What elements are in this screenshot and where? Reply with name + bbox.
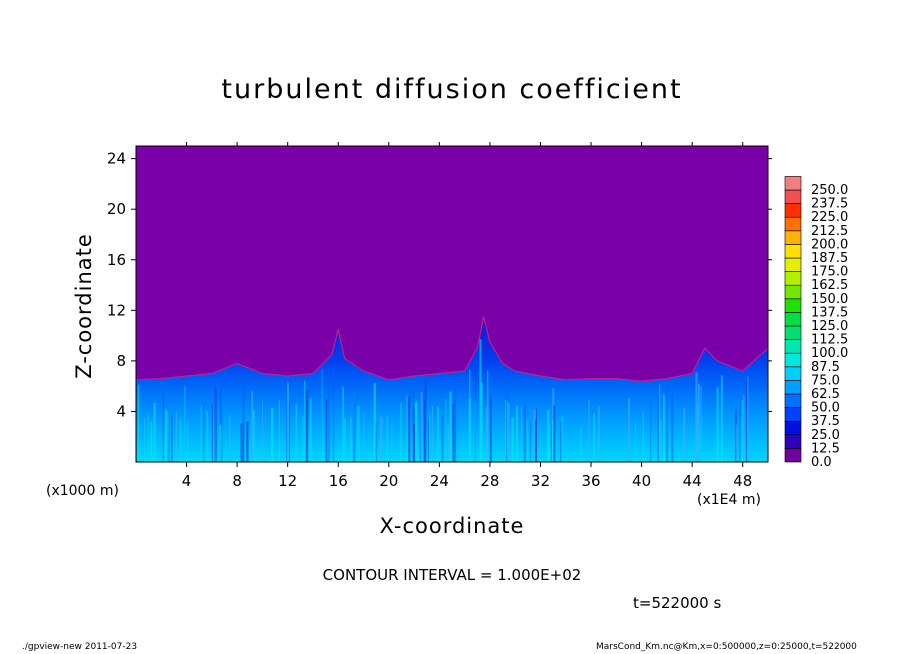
x-tick-label: 48 — [733, 472, 752, 490]
colorbar-swatch — [784, 325, 802, 340]
mixed-layer-region — [136, 316, 768, 462]
colorbar-label: 112.5 — [811, 333, 848, 348]
colorbar-label: 200.0 — [811, 237, 848, 252]
plot-frame — [135, 145, 769, 463]
colorbar-swatch — [784, 257, 802, 272]
colorbar-swatch — [784, 244, 802, 259]
colorbar-label: 162.5 — [811, 278, 848, 293]
y-tick-label: 24 — [107, 150, 126, 168]
y-tick-label: 4 — [116, 402, 126, 420]
colorbar-label: 225.0 — [811, 210, 848, 225]
colorbar-swatch — [784, 216, 802, 232]
colorbar-label: 100.0 — [811, 346, 848, 361]
colorbar-label: 237.5 — [811, 197, 848, 212]
colorbar-swatch — [784, 284, 802, 300]
colorbar-swatch — [784, 448, 802, 463]
x-ticks: 4 8 12 16 20 24 28 32 36 40 44 48 — [182, 142, 752, 490]
colorbar-swatch — [784, 352, 802, 368]
colorbar-label: 87.5 — [811, 360, 840, 375]
colorbar-swatch — [784, 230, 802, 245]
x-tick-label: 20 — [379, 472, 398, 490]
colorbar-label: 137.5 — [811, 305, 848, 320]
x-tick-label: 16 — [329, 472, 348, 490]
y-tick-label: 8 — [116, 352, 126, 370]
y-tick-label: 16 — [107, 251, 126, 269]
colorbar-swatch — [784, 434, 802, 449]
x-tick-label: 36 — [581, 472, 600, 490]
colorbar-swatch — [784, 203, 802, 218]
footer-data-source: MarsCond_Km.nc@Km,x=0:500000,z=0:25000,t… — [596, 642, 857, 652]
turbulent-field — [136, 316, 768, 462]
x-tick-label: 12 — [278, 472, 297, 490]
colorbar-label: 0.0 — [811, 455, 832, 470]
colorbar-swatch — [784, 312, 802, 327]
footer-program-info: ./gpview-new 2011-07-23 — [22, 642, 138, 652]
x-axis-unit-left: (x1000 m) — [46, 483, 119, 499]
mixed-layer-top-edge — [136, 316, 768, 462]
x-tick-label: 28 — [480, 472, 499, 490]
x-tick-label: 8 — [232, 472, 242, 490]
x-axis-unit-right: (x1E4 m) — [697, 492, 761, 508]
colorbar-label: 37.5 — [811, 414, 840, 429]
colorbar-swatch — [784, 420, 802, 436]
colorbar-swatch — [784, 189, 802, 204]
colorbar-swatch — [784, 407, 802, 422]
time-note: t=522000 s — [633, 594, 722, 612]
x-tick-label: 32 — [531, 472, 550, 490]
x-axis-label: X-coordinate — [379, 514, 525, 538]
colorbar-label: 187.5 — [811, 251, 848, 266]
colorbar-label: 62.5 — [811, 387, 840, 402]
colorbar-swatch — [784, 393, 802, 408]
colorbar-swatch — [784, 339, 802, 354]
y-ticks: 4 8 12 16 20 24 — [107, 150, 772, 420]
x-tick-label: 44 — [683, 472, 702, 490]
colorbar-label: 212.5 — [811, 224, 848, 239]
colorbar-swatch — [784, 298, 802, 313]
x-tick-label: 24 — [430, 472, 449, 490]
colorbar-label: 250.0 — [811, 183, 848, 198]
colorbar-swatch — [784, 380, 802, 395]
colorbar-label: 125.0 — [811, 319, 848, 334]
colorbar-swatch — [784, 271, 802, 286]
colorbar-label: 12.5 — [811, 441, 840, 456]
colorbar-swatch — [784, 366, 802, 381]
x-tick-label: 40 — [632, 472, 651, 490]
y-tick-label: 12 — [107, 301, 126, 319]
colorbar-swatch — [784, 176, 802, 191]
chart-title: turbulent diffusion coefficient — [221, 74, 683, 105]
colorbar-label: 75.0 — [811, 373, 840, 388]
contour-interval-note: CONTOUR INTERVAL = 1.000E+02 — [322, 566, 582, 584]
colorbar-label: 50.0 — [811, 401, 840, 416]
colorbar: 0.012.525.037.550.062.575.087.5100.0112.… — [784, 176, 848, 470]
colorbar-label: 175.0 — [811, 265, 848, 280]
colorbar-label: 25.0 — [811, 428, 840, 443]
y-tick-label: 20 — [107, 200, 126, 218]
colorbar-label: 150.0 — [811, 292, 848, 307]
x-tick-label: 4 — [182, 472, 192, 490]
